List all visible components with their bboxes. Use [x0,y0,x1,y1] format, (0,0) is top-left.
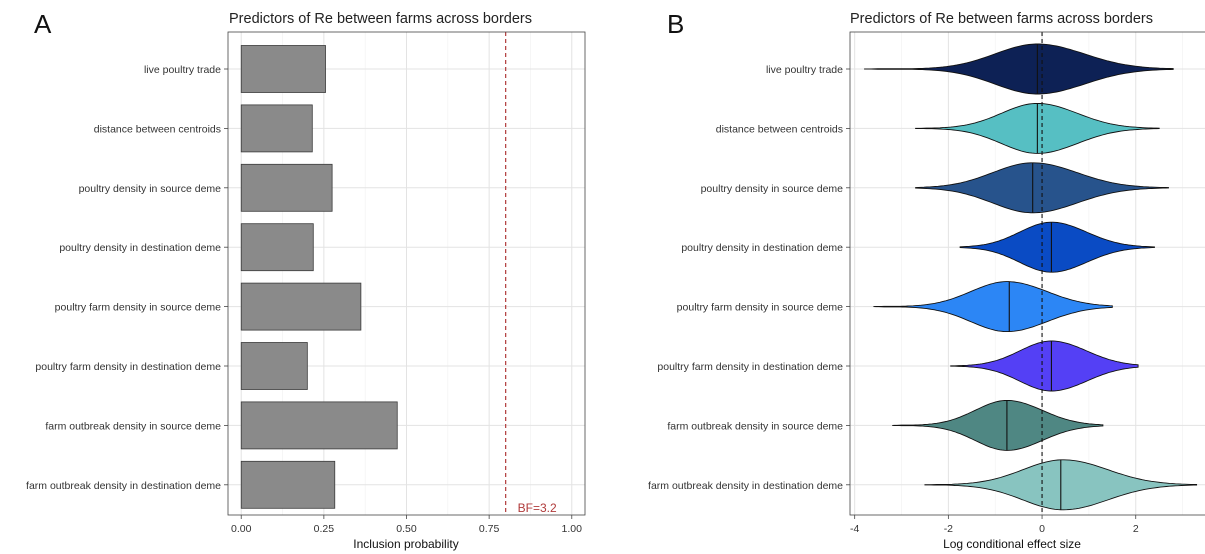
panel-b-title: Predictors of Re between farms across bo… [850,11,1153,27]
bar [240,45,326,93]
threshold-label: BF=3.2 [518,501,557,515]
panel-b-x-ticks: -4 -2 0 2 [850,515,1139,535]
category-label: poultry farm density in source deme [55,302,221,314]
x-tick-label: -4 [850,523,859,535]
bar [240,460,336,509]
category-label: live poultry trade [766,64,843,76]
x-tick-label: 2 [1133,523,1139,535]
violin [950,340,1139,392]
panel-b-violins [864,32,1198,515]
x-tick-label: 0.50 [396,523,417,535]
category-label: poultry density in destination deme [59,242,221,254]
category-label: poultry density in source deme [79,183,222,195]
panel-a-bars: BF=3.2 [240,32,557,515]
violin [873,281,1113,333]
violin [892,399,1104,451]
violin [864,43,1174,95]
category-label: live poultry trade [144,64,221,76]
x-tick-label: 0.75 [479,523,500,535]
x-tick-label: 0.25 [314,523,335,535]
panel-b-letter: B [667,9,684,39]
panel-a-category-labels: live poultry trade distance between centr… [26,64,228,492]
x-tick-label: 0.00 [231,523,252,535]
bar [240,104,313,153]
category-label: poultry farm density in source deme [677,302,843,314]
panel-a-x-axis-label: Inclusion probability [353,537,458,551]
panel-a-x-ticks: 0.00 0.25 0.50 0.75 1.00 [231,515,582,535]
panel-b-category-labels: live poultry trade distance between centr… [648,64,850,492]
category-label: poultry density in source deme [701,183,844,195]
category-label: poultry farm density in destination deme [35,361,221,373]
category-label: farm outbreak density in destination dem… [26,480,221,492]
panel-a-frame [227,31,586,516]
panel-b-x-axis-label: Log conditional effect size [943,537,1081,551]
x-tick-label: 0 [1039,523,1045,535]
panel-b-frame [849,31,1205,516]
x-tick-label: 1.00 [562,523,583,535]
bar [240,342,308,390]
category-label: poultry density in destination deme [681,242,843,254]
bar [240,163,333,212]
category-label: farm outbreak density in source deme [667,420,843,432]
x-tick-label: -2 [944,523,953,535]
panel-b: B Predictors of Re between farms across … [648,9,1205,551]
bar [240,282,362,331]
violin [959,221,1155,273]
panel-a-grid [228,32,585,515]
panel-a-letter: A [34,9,52,39]
category-label: distance between centroids [716,123,843,135]
category-label: farm outbreak density in destination dem… [648,480,843,492]
panel-a-title: Predictors of Re between farms across bo… [229,11,532,27]
bar [240,401,398,450]
category-label: poultry farm density in destination deme [657,361,843,373]
category-label: distance between centroids [94,123,221,135]
bar [240,223,314,272]
category-label: farm outbreak density in source deme [45,420,221,432]
panel-a: A Predictors of Re between farms across … [26,9,586,551]
